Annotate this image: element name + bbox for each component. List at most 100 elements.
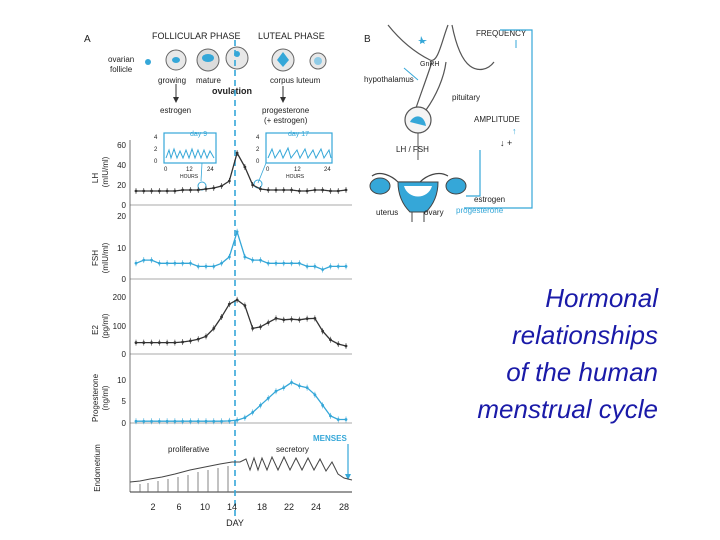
data-point-lh — [266, 188, 270, 192]
data-point-e2 — [220, 315, 223, 319]
inset-day9-ytick: 0 — [154, 159, 158, 165]
data-point-fsh — [329, 265, 332, 268]
data-point-fsh — [243, 255, 247, 259]
plus-estrogen-label: (+ estrogen) — [264, 116, 308, 125]
ovarian-follicle-icon — [145, 59, 151, 65]
data-point-e2 — [344, 344, 348, 348]
data-point-lh — [235, 151, 239, 155]
data-point-progesterone — [196, 419, 200, 423]
caption-line: Hormonal — [545, 283, 658, 313]
data-point-lh — [227, 179, 231, 183]
data-point-lh — [212, 186, 216, 190]
data-point-lh — [259, 187, 262, 191]
lh-tick: 40 — [117, 161, 126, 170]
inset-day17-xtick: 24 — [324, 167, 331, 173]
data-point-lh — [150, 189, 153, 193]
data-point-lh — [243, 165, 247, 169]
data-point-e2 — [274, 316, 278, 320]
data-point-progesterone — [204, 419, 208, 423]
x-tick: 10 — [200, 502, 210, 512]
data-point-progesterone — [134, 419, 138, 423]
data-point-e2 — [150, 341, 153, 344]
data-point-progesterone — [212, 419, 216, 423]
data-point-e2 — [297, 318, 301, 322]
data-point-fsh — [259, 258, 262, 262]
fsh-unit-label: (mIU/ml) — [101, 242, 110, 273]
series-line-fsh — [135, 229, 346, 271]
data-point-lh — [220, 184, 223, 188]
data-point-lh — [181, 188, 185, 192]
e2-unit-label: (pg/ml) — [101, 313, 110, 338]
amplitude-label: AMPLITUDE — [474, 115, 520, 124]
lh-unit-label: (mIU/ml) — [101, 156, 110, 187]
x-tick: 2 — [150, 502, 155, 512]
x-axis-ticks: 2 6 10 14 18 22 24 28 — [150, 502, 349, 512]
inset-day17-xlabel: HOURS — [286, 174, 305, 180]
data-point-progesterone — [329, 414, 332, 418]
data-point-e2 — [189, 339, 192, 343]
data-point-e2 — [336, 342, 340, 346]
series-line-lh — [136, 151, 347, 192]
caption-line: menstrual cycle — [477, 394, 658, 424]
series-line-progesterone — [136, 381, 346, 422]
feedback-loop-line — [464, 29, 533, 209]
uterus-ovary-icon — [369, 172, 467, 222]
data-point-e2 — [181, 340, 185, 344]
inset-day9-ytick: 2 — [154, 147, 158, 153]
data-point-lh — [274, 188, 278, 192]
fsh-tick: 0 — [122, 275, 127, 284]
data-point-lh — [329, 189, 332, 193]
data-point-fsh — [173, 261, 177, 265]
e2-axis-label: E2 — [91, 325, 100, 335]
estrogen-label: estrogen — [160, 106, 191, 115]
x-tick: 18 — [257, 502, 267, 512]
data-point-fsh — [142, 258, 146, 262]
data-point-progesterone — [142, 419, 146, 423]
prog-tick: 5 — [122, 397, 127, 406]
data-point-e2 — [235, 298, 239, 302]
x-tick: 28 — [339, 502, 349, 512]
uterus-label: uterus — [376, 208, 398, 217]
estrogen-feedback-label: estrogen — [474, 195, 505, 204]
progesterone-label: progesterone — [262, 106, 310, 115]
lh-tick: 60 — [117, 141, 126, 150]
data-point-e2 — [305, 317, 309, 321]
data-point-e2 — [134, 341, 138, 344]
data-point-lh — [282, 188, 286, 192]
series-line-e2 — [136, 299, 347, 347]
feedback-arrows-icon: ↓ + — [500, 138, 512, 148]
gnrh-label: GnRH — [420, 61, 439, 68]
mature-follicle-icon — [196, 48, 220, 72]
inset-day9-xtick: 24 — [207, 167, 214, 173]
data-point-progesterone — [274, 389, 278, 393]
lh-tick: 20 — [117, 181, 126, 190]
data-point-progesterone — [259, 403, 262, 407]
hormone-series-layer — [134, 150, 348, 425]
data-point-fsh — [204, 265, 208, 268]
data-point-fsh — [321, 268, 325, 271]
data-point-progesterone — [336, 418, 340, 421]
data-point-fsh — [344, 265, 348, 268]
data-point-fsh — [336, 265, 340, 268]
data-point-progesterone — [235, 418, 239, 422]
mature-label: mature — [196, 76, 221, 85]
progesterone-feedback-label: progesterone — [456, 206, 504, 215]
amplitude-arrow-icon: ↑ — [512, 126, 517, 136]
ovarian-label: ovarian — [108, 55, 134, 64]
data-point-fsh — [266, 261, 270, 265]
data-point-e2 — [165, 341, 169, 344]
data-point-fsh — [189, 261, 192, 265]
fsh-tick: 20 — [117, 212, 126, 221]
data-point-fsh — [181, 261, 185, 265]
data-point-lh — [297, 189, 301, 193]
data-point-lh — [336, 189, 340, 193]
ovum-icon — [225, 46, 249, 70]
ovulation-label: ovulation — [212, 86, 252, 96]
inset-day17-title: day 17 — [288, 131, 309, 138]
x-axis-label: DAY — [226, 518, 244, 528]
data-point-e2 — [173, 341, 177, 344]
data-point-progesterone — [305, 386, 309, 390]
data-point-lh — [321, 188, 325, 192]
corpus-luteum-icon — [271, 48, 295, 72]
endometrium-axis-label: Endometrium — [93, 444, 102, 492]
